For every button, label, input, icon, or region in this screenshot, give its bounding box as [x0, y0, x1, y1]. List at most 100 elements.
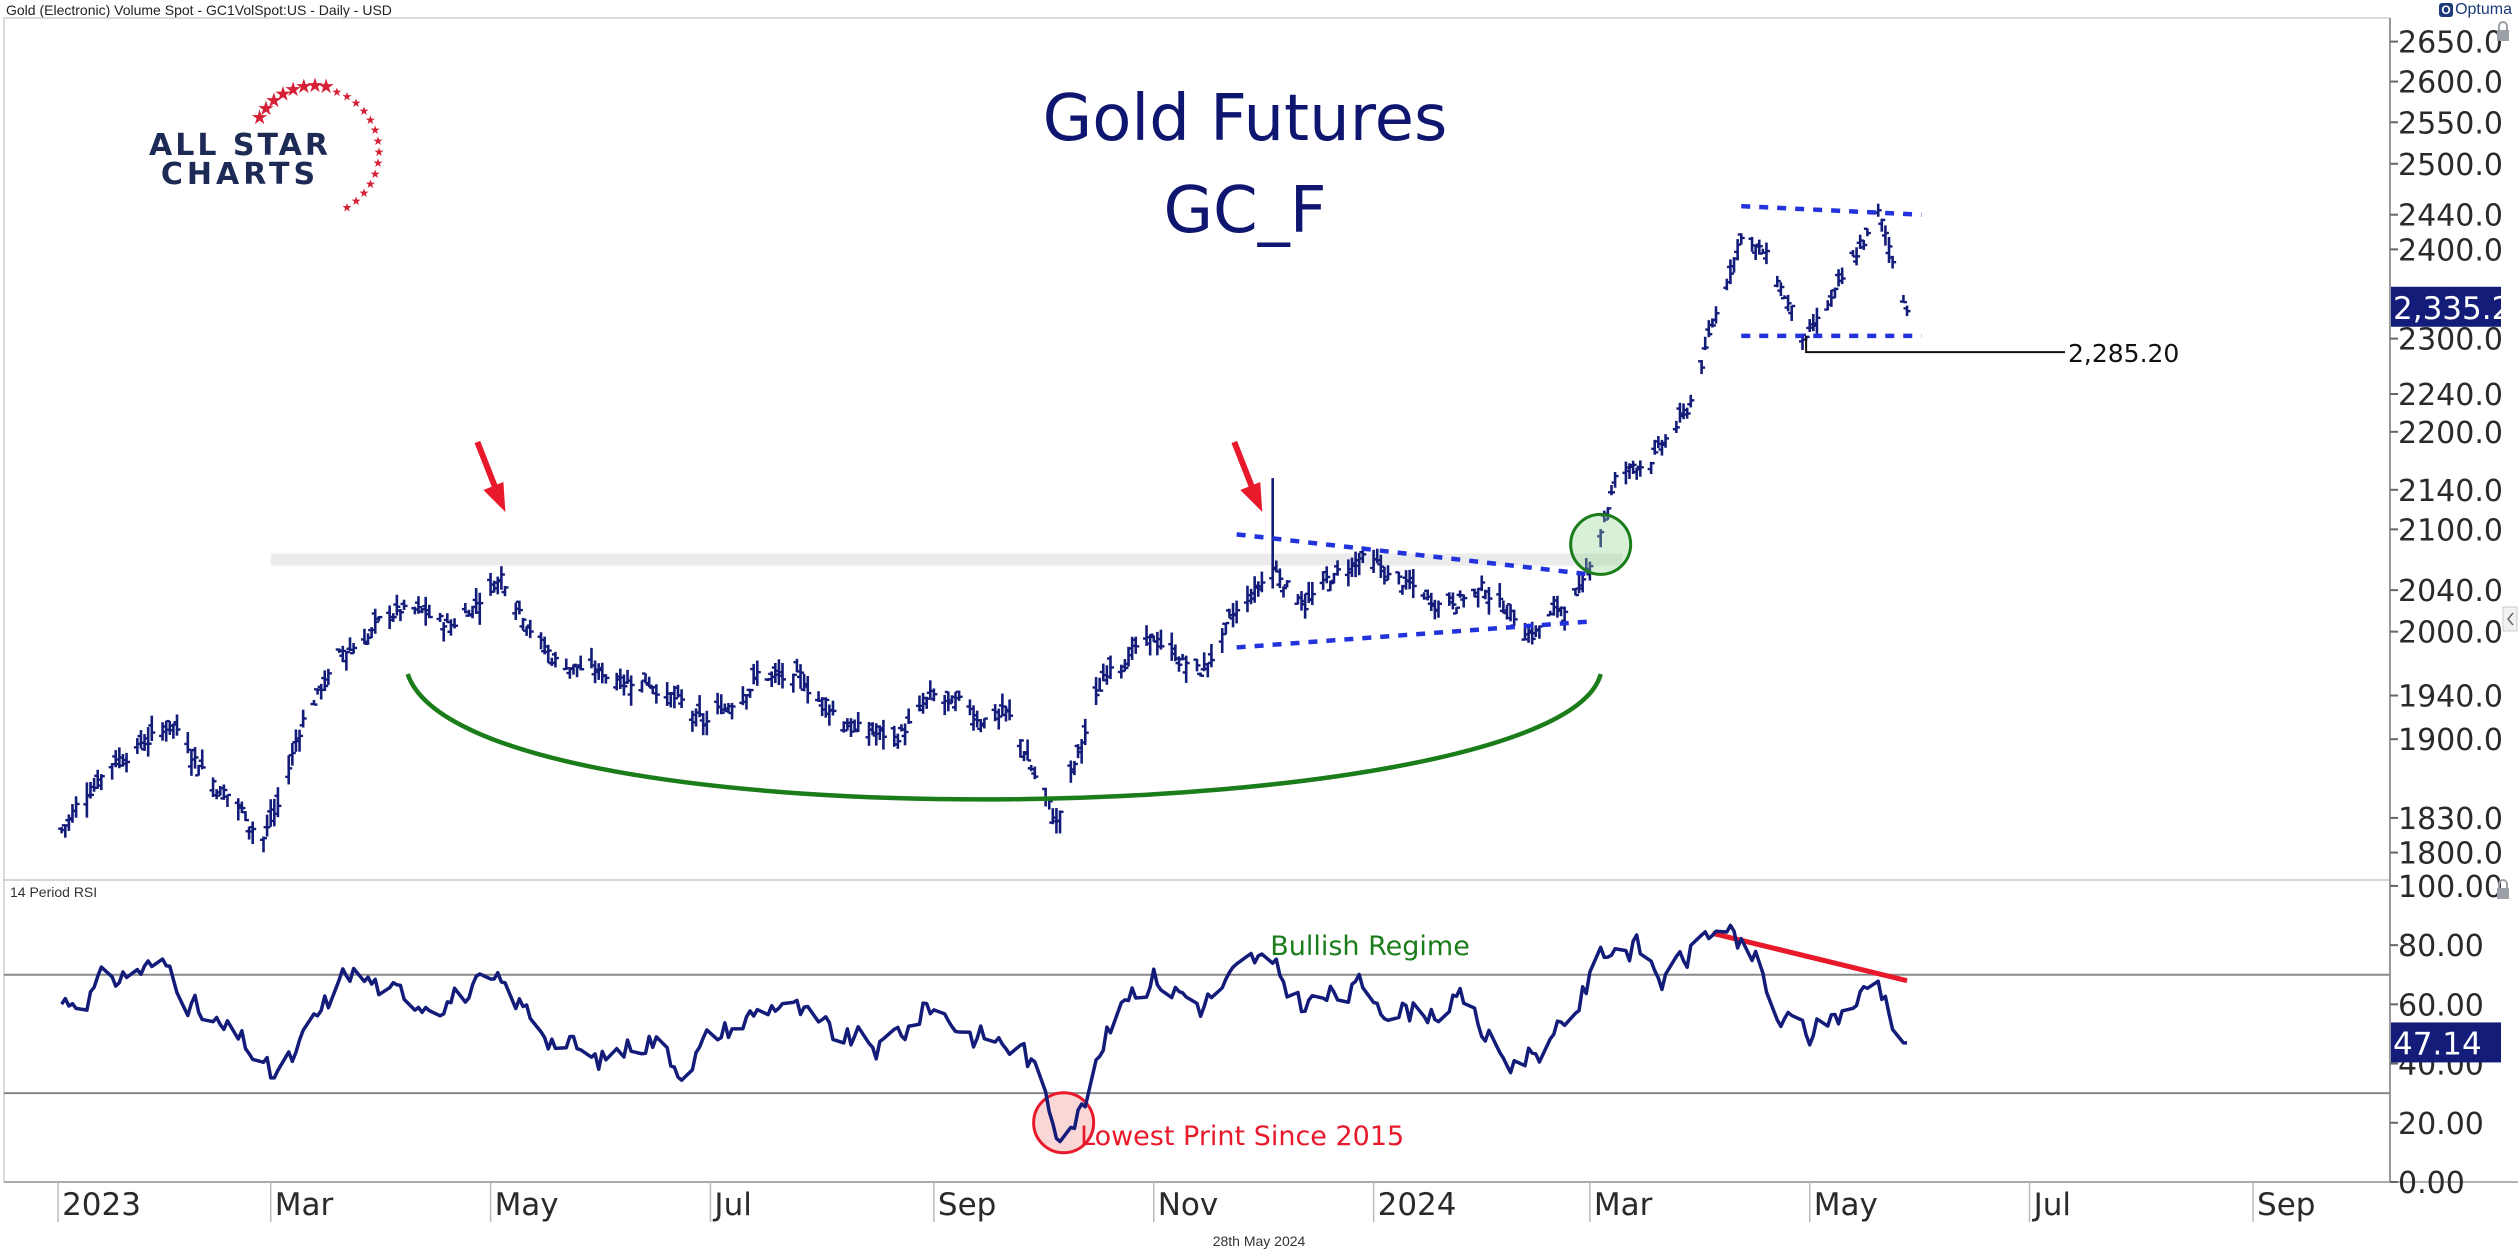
price-bar	[1784, 294, 1792, 312]
price-bar	[324, 668, 332, 685]
price-bar	[1881, 225, 1889, 246]
price-bar	[789, 673, 797, 693]
logo-star: ★	[306, 73, 324, 97]
rsi-tick-label: 60.00	[2398, 988, 2484, 1023]
price-bar	[123, 752, 131, 773]
price-bar	[1175, 656, 1183, 672]
price-bar	[1687, 394, 1695, 408]
price-bar	[263, 814, 271, 837]
price-bar	[602, 674, 610, 684]
price-bar	[1561, 606, 1569, 631]
price-tick-label: 1940.0	[2398, 680, 2503, 715]
price-bar	[1705, 320, 1713, 338]
price-bar	[1899, 294, 1907, 304]
logo-star: ★	[257, 96, 275, 120]
price-bar	[1280, 586, 1288, 598]
price-bar	[1207, 644, 1215, 668]
logo-star: ★	[373, 134, 384, 148]
price-bar	[1031, 766, 1039, 780]
price-bar	[829, 700, 837, 716]
price-bar	[299, 709, 307, 728]
price-bar	[1874, 203, 1882, 217]
rsi-tick-label: 80.00	[2398, 929, 2484, 964]
price-bar	[440, 622, 448, 642]
logo-star: ★	[251, 105, 269, 129]
price-bar	[1611, 472, 1619, 488]
price-bar	[148, 715, 156, 742]
price-bar	[249, 821, 257, 845]
last-rsi-label: 47.14	[2393, 1026, 2482, 1062]
price-bar	[1308, 581, 1316, 606]
price-bar	[544, 644, 552, 663]
allstarcharts-logo: ALL STAR CHARTS ★★★★★★★★★ ★★★★★★★★★★★★★	[149, 73, 384, 214]
price-bar	[1579, 574, 1587, 593]
x-tick-label: 2024	[1378, 1187, 1457, 1223]
price-bar	[854, 712, 862, 733]
rsi-bands	[4, 973, 2390, 1095]
rising-support-line	[1236, 618, 1594, 650]
logo-star: ★	[373, 156, 384, 170]
price-bar	[1121, 659, 1129, 673]
price-bar	[753, 660, 761, 686]
price-bar	[1377, 554, 1385, 578]
price-bar	[451, 618, 459, 629]
price-bar	[923, 696, 931, 709]
price-tick-label: 1800.0	[2398, 837, 2503, 872]
price-bar	[1889, 255, 1897, 269]
price-tick-label: 2140.0	[2398, 474, 2503, 509]
brand-name: Optuma	[2455, 1, 2512, 18]
price-bar	[1334, 560, 1342, 576]
lock-icon[interactable]	[2497, 21, 2509, 41]
logo-star: ★	[274, 82, 292, 106]
price-tick-label: 2300.0	[2398, 323, 2503, 358]
price-bar	[804, 676, 812, 704]
price-bar	[1762, 242, 1770, 265]
logo-star: ★	[365, 177, 376, 191]
rsi-lock-icon[interactable]	[2497, 879, 2509, 899]
price-bar	[501, 585, 509, 597]
price-bar	[1006, 699, 1014, 721]
collapse-chevron-icon[interactable]	[2502, 606, 2518, 632]
breakout-circle	[1569, 512, 1633, 576]
price-bar	[310, 699, 318, 706]
brand-badge: O Optuma	[2439, 1, 2512, 19]
rsi-panel-title: 14 Period RSI	[10, 884, 97, 900]
price-bar	[1222, 621, 1230, 635]
price-bar	[1672, 420, 1680, 433]
price-tick-label: 1830.0	[2398, 802, 2503, 837]
resistance-zone	[270, 553, 1623, 566]
price-bar	[1571, 588, 1579, 597]
price-tick-label: 2100.0	[2398, 513, 2503, 548]
logo-star: ★	[351, 194, 362, 208]
last-price-flag: 2,335.2	[2391, 286, 2511, 327]
price-bar	[1157, 629, 1165, 650]
price-bar	[1726, 259, 1734, 285]
price-level-label: 2,285.20	[2068, 339, 2179, 368]
price-bar	[72, 796, 80, 818]
price-bar	[285, 755, 293, 785]
price-bar	[241, 811, 249, 822]
x-tick-label: Mar	[275, 1187, 334, 1223]
price-bar	[1701, 336, 1709, 351]
price-bar	[1081, 718, 1089, 746]
price-tick-label: 2440.0	[2398, 199, 2503, 234]
logo-star: ★	[370, 123, 381, 137]
price-bar	[779, 662, 787, 689]
price-bar	[393, 594, 401, 616]
price-tick-label: 2200.0	[2398, 416, 2503, 451]
price-bar	[562, 658, 570, 671]
x-tick-label: Nov	[1158, 1187, 1219, 1223]
price-bar	[1597, 529, 1605, 548]
price-tick-label: 2600.0	[2398, 66, 2503, 101]
price-bar	[1647, 461, 1655, 474]
price-bar	[260, 836, 268, 853]
price-bar	[414, 596, 422, 614]
x-axis-ticks: 2023 Mar May Jul Sep Nov 2024 Mar May Jul Sep	[57, 1182, 2315, 1223]
price-bar	[87, 781, 95, 799]
price-bar	[1106, 655, 1114, 680]
price-bar	[894, 733, 902, 749]
price-bar	[1449, 592, 1457, 610]
price-bar	[1607, 485, 1615, 496]
